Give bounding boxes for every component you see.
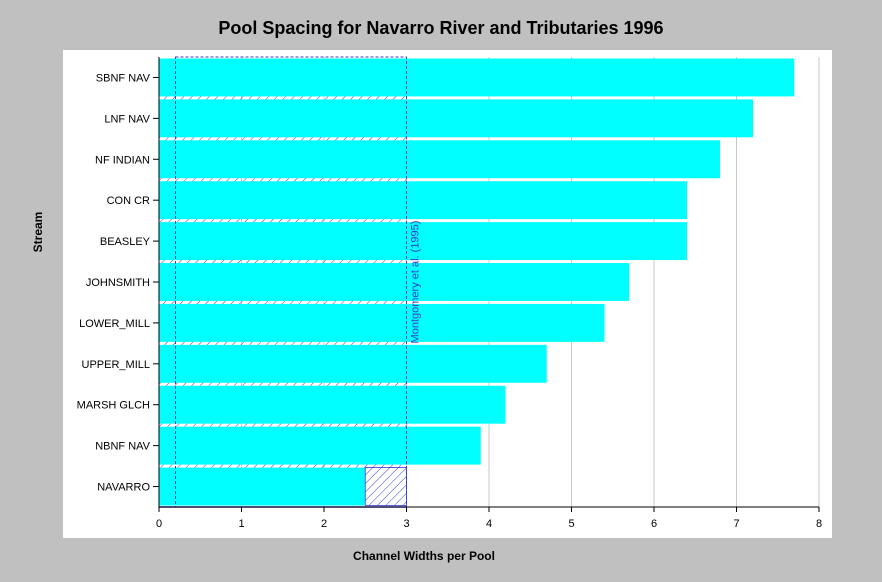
y-tick-label: NAVARRO xyxy=(97,482,150,494)
bar-shortfall-navarro xyxy=(364,467,407,506)
y-tick-label: JOHNSMITH xyxy=(86,277,150,289)
reference-gap-4 xyxy=(159,219,407,223)
y-tick-label: LNF NAV xyxy=(104,113,150,125)
x-tick-label: 1 xyxy=(238,518,244,530)
x-tick-label: 7 xyxy=(733,518,739,530)
y-tick-label: NF INDIAN xyxy=(95,154,150,166)
y-tick-label: CON CR xyxy=(107,195,150,207)
x-tick-label: 4 xyxy=(486,518,492,530)
x-tick-label: 3 xyxy=(403,518,409,530)
x-tick-label: 8 xyxy=(816,518,822,530)
y-tick-label: LOWER_MILL xyxy=(79,318,150,330)
bar-johnsmith xyxy=(159,263,630,301)
bar-group xyxy=(159,58,795,506)
x-axis-title: Channel Widths per Pool xyxy=(353,549,495,563)
x-tick-label: 2 xyxy=(321,518,327,530)
y-tick-label: MARSH GLCH xyxy=(77,400,150,412)
reference-gap-1 xyxy=(159,96,407,100)
y-tick-label: BEASLEY xyxy=(100,236,151,248)
chart-title: Pool Spacing for Navarro River and Tribu… xyxy=(218,18,664,38)
reference-gap-5 xyxy=(159,260,407,264)
bar-con-cr xyxy=(159,181,687,220)
tick-labels: SBNF NAV LNF NAV NF INDIAN CON CR BEASLEY JOH… xyxy=(77,72,822,530)
bar-beasley xyxy=(159,222,687,261)
x-tick-label: 0 xyxy=(156,518,162,530)
y-tick-label: NBNF NAV xyxy=(95,441,150,453)
reference-gap-8 xyxy=(159,382,407,386)
y-axis-title: Stream xyxy=(31,212,45,253)
x-tick-label: 6 xyxy=(651,518,657,530)
reference-gap-10 xyxy=(159,464,407,468)
bar-sbnf-nav xyxy=(159,58,795,97)
y-tick-label: UPPER_MILL xyxy=(82,359,150,371)
bar-lnf-nav xyxy=(159,99,753,138)
reference-band: Montgomery et al. (1995) xyxy=(159,56,422,508)
bar-lower-mill xyxy=(159,303,605,342)
bar-upper-mill xyxy=(159,344,547,383)
reference-label: Montgomery et al. (1995) xyxy=(410,221,422,344)
reference-gap-2 xyxy=(159,137,407,141)
bar-nbnf-nav xyxy=(159,426,481,465)
y-tick-label: SBNF NAV xyxy=(96,72,151,84)
reference-gap-9 xyxy=(159,423,407,427)
bar-marsh-glch xyxy=(159,385,506,424)
reference-gap-7 xyxy=(159,341,407,345)
reference-gap-3 xyxy=(159,178,407,182)
axes xyxy=(153,57,820,512)
bar-nf-indian xyxy=(159,140,720,179)
reference-gap-6 xyxy=(159,300,407,304)
x-tick-label: 5 xyxy=(568,518,574,530)
bar-navarro xyxy=(159,467,366,506)
